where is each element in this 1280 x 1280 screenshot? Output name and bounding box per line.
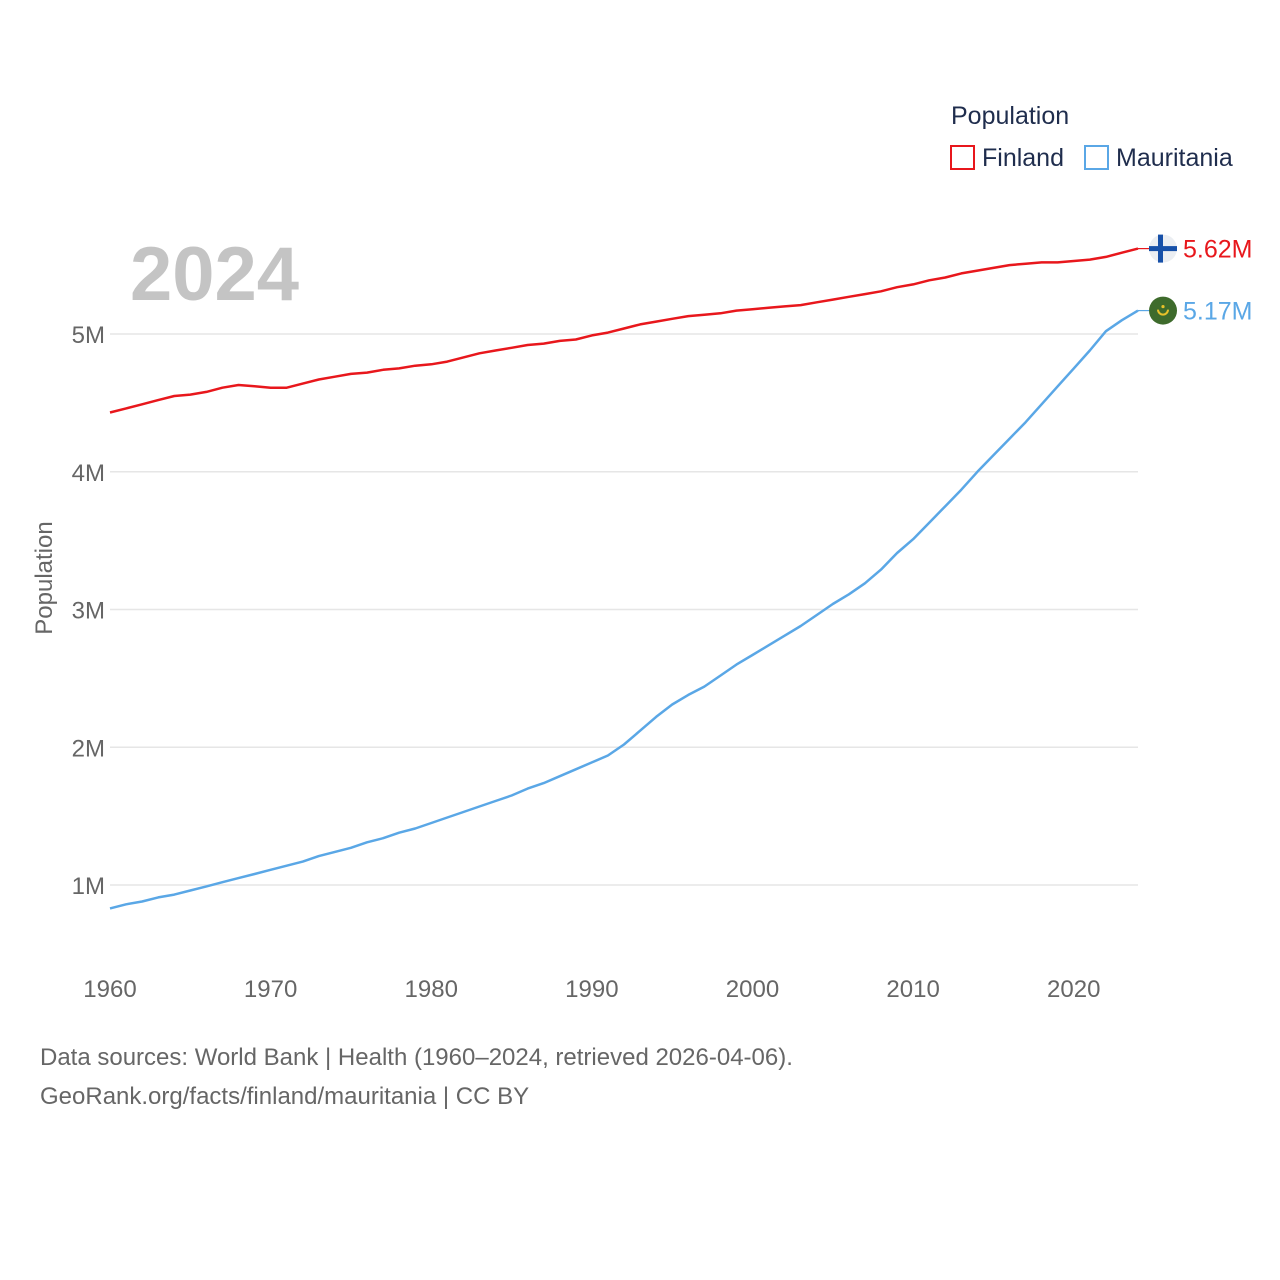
end-marker-finland: 5.62M <box>1138 234 1252 264</box>
gridlines <box>110 333 1138 886</box>
x-tick-label-2020: 2020 <box>1047 976 1100 1003</box>
footer-sources: Data sources: World Bank | Health (1960–… <box>40 1044 793 1071</box>
y-tick-label-4M: 4M <box>72 460 105 487</box>
legend-swatch-finland <box>950 145 975 170</box>
series-group <box>109 247 1139 910</box>
x-tick-label-1960: 1960 <box>83 976 136 1003</box>
x-tick-label-1970: 1970 <box>244 976 297 1003</box>
legend-item-finland[interactable]: Finland <box>950 144 1064 172</box>
y-axis-title: Population <box>31 521 58 634</box>
series-line-finland <box>109 247 1139 414</box>
end-value-finland: 5.62M <box>1183 236 1252 264</box>
end-marker-mauritania: 5.17M <box>1138 296 1252 326</box>
legend-label-finland: Finland <box>982 144 1064 172</box>
end-value-mauritania: 5.17M <box>1183 298 1252 326</box>
x-axis: 1960 1970 1980 1990 2000 2010 2020 <box>83 976 1100 1003</box>
legend-swatch-mauritania <box>1084 145 1109 170</box>
x-tick-label-1990: 1990 <box>565 976 618 1003</box>
x-tick-label-2010: 2010 <box>886 976 939 1003</box>
mauritania-flag-icon <box>1149 296 1177 325</box>
y-tick-label-2M: 2M <box>72 735 105 762</box>
y-tick-label-3M: 3M <box>72 598 105 625</box>
year-label: 2024 <box>130 232 299 317</box>
legend: Population Finland Mauritania <box>950 102 1233 172</box>
y-tick-label-1M: 1M <box>72 873 105 900</box>
y-tick-label-5M: 5M <box>72 322 105 349</box>
x-tick-label-1980: 1980 <box>405 976 458 1003</box>
finland-flag-icon <box>1149 234 1177 263</box>
y-axis: 1M 2M 3M 4M 5M <box>72 322 105 900</box>
legend-item-mauritania[interactable]: Mauritania <box>1084 144 1233 172</box>
legend-label-mauritania: Mauritania <box>1116 144 1233 172</box>
footer-credit[interactable]: GeoRank.org/facts/finland/mauritania | C… <box>40 1083 530 1110</box>
series-line-mauritania <box>109 309 1139 910</box>
x-tick-label-2000: 2000 <box>726 976 779 1003</box>
legend-title: Population <box>951 102 1069 130</box>
